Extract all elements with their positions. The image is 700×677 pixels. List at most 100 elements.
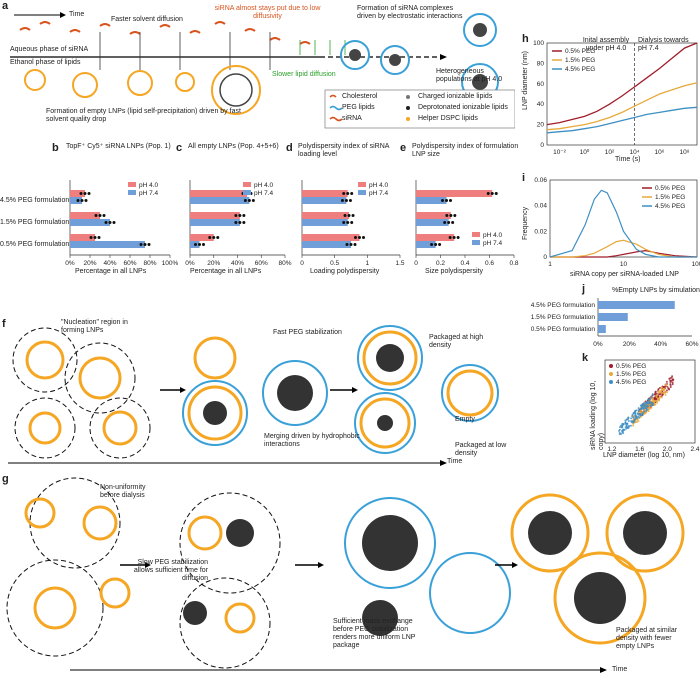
j-category-label: 1.5% PEG formulation: [531, 314, 596, 321]
merging-label: Merging driven by hydrophobic interactio…: [264, 433, 360, 448]
legend-cholesterol: Cholesterol: [342, 93, 378, 100]
panel-c-xlabel: Percentage in all LNPs: [190, 268, 262, 275]
point-d: [353, 243, 357, 246]
h-frame: [546, 42, 698, 146]
panel-d-xlabel: Loading polydispersity: [310, 268, 380, 275]
panel-b-tick-label: 20%: [83, 260, 96, 265]
k-point: [643, 408, 646, 411]
slower-lipid-label: Slower lipid diffusion: [272, 71, 336, 78]
bar-e-ph74: [416, 219, 449, 226]
j-bar: [598, 301, 675, 309]
bar-d-ph74: [302, 241, 351, 248]
ethanol-phase-label: Ethanol phase of lipids: [10, 59, 81, 66]
h-xtick-label: 10⁸: [680, 149, 690, 155]
heterogeneous-label: Heterogeneous populations at pH 4.0: [436, 68, 503, 83]
category-label-15: 1.5% PEG formulation: [0, 219, 70, 226]
panel-label-b: b: [52, 142, 59, 154]
point-b: [87, 192, 91, 195]
h-xtick-label: 10⁻²: [553, 149, 567, 155]
h-xlabel: Time (s): [615, 156, 641, 163]
k-point: [641, 407, 644, 410]
peg-icon: [329, 105, 343, 111]
h-ytick-label: 80: [537, 60, 545, 67]
i-xtick-label: 100: [692, 261, 700, 268]
k-point: [625, 418, 628, 421]
panel-b-tick-label: 100%: [162, 260, 179, 265]
category-label-45: 4.5% PEG formulation: [0, 197, 70, 204]
bar-d-ph74: [302, 197, 347, 204]
k-point: [632, 424, 635, 427]
j-xtick-label: 40%: [654, 341, 667, 348]
point-d: [357, 236, 361, 239]
panel-a-illustration: [10, 12, 516, 129]
i-ylabel: Frequency: [522, 206, 529, 240]
panel-g-illustration: [6, 477, 685, 673]
panel-label-i: i: [522, 172, 526, 184]
k-point: [658, 397, 661, 400]
k-point: [650, 396, 653, 399]
k-point: [671, 378, 674, 381]
k-point: [668, 388, 671, 391]
point-e: [448, 199, 452, 202]
point-e: [494, 192, 498, 195]
legend-d-ph74-swatch: [358, 190, 366, 195]
k-xtick-label: 1.6: [635, 446, 644, 453]
panel-e-xlabel: Size polydispersity: [425, 268, 483, 275]
point-d: [342, 221, 346, 224]
k-point: [649, 404, 652, 407]
legend-c-ph74-label: pH 7.4: [254, 190, 274, 197]
point-d: [350, 192, 354, 195]
point-b: [89, 236, 93, 239]
k-point: [627, 425, 630, 428]
k-point: [655, 396, 658, 399]
k-point: [645, 409, 648, 412]
k-point: [654, 390, 657, 393]
bar-c-ph74: [190, 219, 240, 226]
panel-e-tick-label: 0.2: [436, 260, 445, 265]
legend-d-ph74-label: pH 7.4: [369, 190, 389, 197]
h-ylabel: LNP diameter (nm): [522, 50, 529, 110]
i-legend-label: 4.5% PEG: [655, 203, 685, 210]
h-xtick-label: 10⁰: [580, 148, 590, 155]
k-point: [618, 431, 621, 434]
point-b: [94, 214, 98, 217]
k-point: [657, 391, 660, 394]
bar-e-ph4: [416, 212, 451, 219]
point-b: [104, 221, 108, 224]
k-point: [631, 415, 634, 418]
legend-peg: PEG lipids: [342, 104, 375, 111]
h-ytick-label: 40: [537, 101, 545, 108]
legend-e-ph74-label: pH 7.4: [483, 240, 503, 247]
k-point: [637, 410, 640, 413]
non-uniformity-label: Non-uniformity before dialysis: [100, 484, 146, 499]
k-point: [632, 416, 635, 419]
panel-b-tick-label: 0%: [65, 260, 75, 265]
bar-e-ph74: [416, 241, 436, 248]
point-e: [490, 192, 494, 195]
k-point: [644, 403, 647, 406]
point-b: [83, 192, 87, 195]
fast-peg-label: Fast PEG stabilization: [273, 329, 342, 336]
point-b: [79, 192, 83, 195]
sufficient-label: Sufficient mass exchange before PEG stab…: [333, 618, 416, 649]
k-point: [627, 419, 630, 422]
point-e: [434, 243, 438, 246]
empty-lnps-label: Formation of empty LNPs (lipid self-prec…: [46, 108, 241, 123]
panel-e-tick-label: 0: [414, 260, 418, 265]
panel-a-time-label: Time: [69, 11, 85, 18]
panel-c-tick-label: 0%: [185, 260, 195, 265]
k-point: [637, 407, 640, 410]
k-point: [630, 417, 633, 420]
point-e: [445, 214, 449, 217]
k-point: [666, 385, 669, 388]
k-point: [646, 408, 649, 411]
panel-c-title: All empty LNPs (Pop. 4+5+6): [188, 143, 279, 150]
panel-label-h: h: [522, 33, 529, 45]
bar-c-ph4: [190, 234, 214, 241]
k-point: [656, 394, 659, 397]
k-point: [629, 424, 632, 427]
panel-f-time-label: Time: [447, 458, 463, 465]
h-series-line: [546, 82, 698, 131]
bar-d-ph4: [302, 212, 350, 219]
